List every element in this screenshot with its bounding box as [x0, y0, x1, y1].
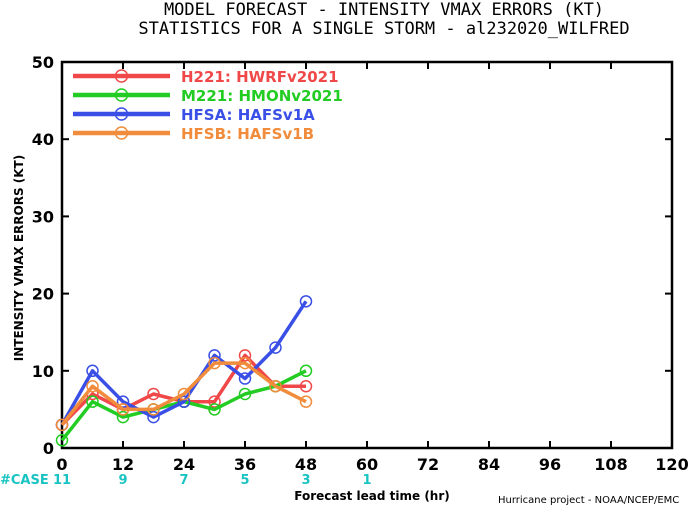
series-2-point: [238, 387, 252, 401]
x-tick-label: 12: [112, 455, 134, 474]
y-tick-label: 40: [32, 130, 54, 149]
y-tick-label: 0: [43, 439, 54, 458]
series-4-point: [238, 356, 252, 370]
chart-subtitle: STATISTICS FOR A SINGLE STORM - al232020…: [138, 19, 629, 39]
x-tick-label: 120: [655, 455, 688, 474]
x-tick-label: 0: [56, 455, 67, 474]
series-2-point: [299, 364, 313, 378]
case-count-value: 9: [118, 473, 127, 488]
legend-entry-4: HFSB: HAFSv1B: [181, 125, 314, 143]
series-line-4: [60, 361, 307, 426]
series-2-point: [208, 403, 221, 416]
x-tick-label: 36: [234, 455, 256, 474]
legend-entry-3: HFSA: HAFSv1A: [181, 106, 315, 124]
series-2-point: [116, 410, 130, 424]
legend-marker-2: [114, 88, 129, 102]
y-tick-label: 30: [32, 207, 54, 226]
series-3-point: [177, 395, 191, 408]
series-4-point: [269, 379, 282, 393]
case-count-value: 1: [362, 473, 371, 488]
x-axis-label: Forecast lead time (hr): [294, 489, 450, 503]
legend-marker-1: [114, 69, 129, 83]
series-4-point: [116, 403, 130, 416]
case-count-value: 5: [240, 473, 249, 488]
plot-frame: [60, 60, 674, 450]
series-1-point: [208, 395, 221, 408]
series-3-point: [86, 364, 99, 378]
x-tick-label: 48: [295, 455, 317, 474]
plot-area: 0 10 20 30 40 50 0 12 24 36 48 60 72 84 96 108 120 H221: …: [0, 53, 689, 488]
series-3-point: [299, 295, 313, 308]
series-4-point: [177, 387, 191, 401]
series-3-point: [208, 349, 221, 362]
case-count-value: 3: [301, 473, 310, 488]
series-line-3: [60, 300, 308, 426]
series-1-point: [147, 387, 160, 401]
legend-entry-1: H221: HWRFv2021: [181, 68, 339, 86]
x-tick-label: 84: [478, 455, 500, 474]
legend-entry-2: M221: HMONv2021: [181, 87, 343, 105]
series-4-point: [86, 379, 99, 393]
y-tick-label: 10: [32, 362, 54, 381]
case-count-label: #CASE: [0, 473, 49, 488]
series-1-point: [299, 379, 313, 393]
chart-title: MODEL FORECAST - INTENSITY VMAX ERRORS (…: [164, 0, 604, 20]
credit-text: Hurricane project - NOAA/NCEP/EMC: [498, 495, 679, 506]
series-4-point: [299, 395, 313, 408]
case-count-value: 7: [179, 473, 188, 488]
series-2-point: [86, 395, 99, 408]
case-count-value: 11: [53, 473, 71, 488]
legend-marker-4: [114, 126, 129, 140]
series-3-point: [147, 410, 160, 424]
x-tick-label: 72: [417, 455, 439, 474]
series-1-point: [238, 349, 252, 362]
x-tick-label: 108: [594, 455, 627, 474]
series-3-point: [269, 341, 282, 354]
series-4-point: [208, 356, 221, 370]
x-tick-label: 24: [173, 455, 195, 474]
y-tick-label: 20: [32, 285, 54, 304]
y-tick-label: 50: [32, 53, 54, 72]
legend-marker-3: [114, 107, 129, 121]
series-4-point: [55, 418, 69, 432]
series-4-point: [147, 403, 160, 416]
series-3-point: [238, 372, 252, 385]
series-2-point: [55, 434, 69, 447]
x-tick-label: 96: [539, 455, 561, 474]
y-axis-label: INTENSITY VMAX ERRORS (KT): [12, 155, 26, 361]
x-tick-label: 60: [356, 455, 378, 474]
series-3-point: [116, 395, 130, 408]
